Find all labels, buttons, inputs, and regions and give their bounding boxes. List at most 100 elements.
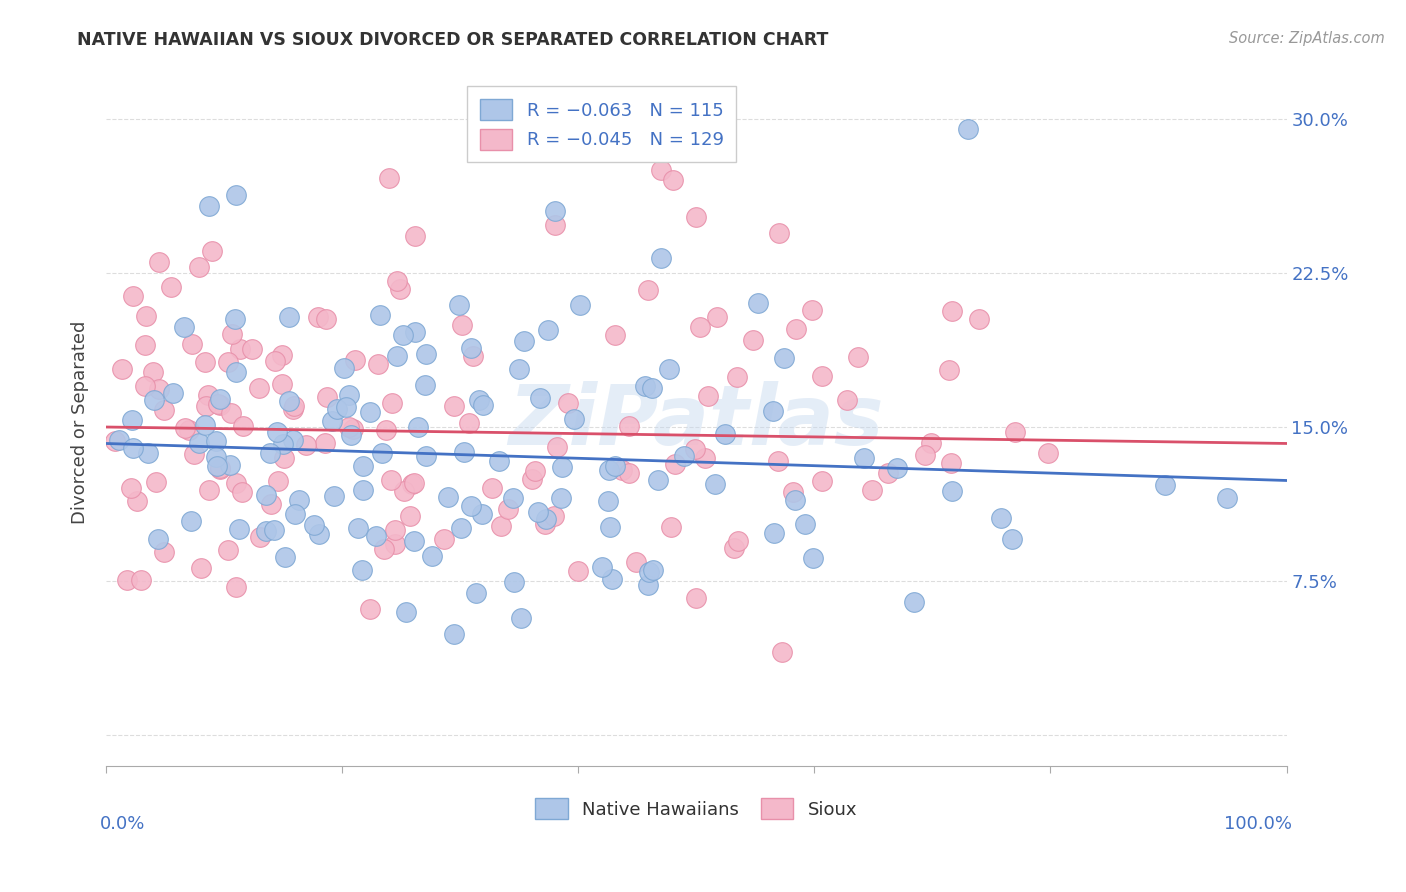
Native Hawaiians <box>637 565 659 579</box>
Native Hawaiians <box>641 381 664 395</box>
Native Hawaiians <box>321 413 343 427</box>
Native Hawaiians <box>224 312 246 326</box>
Sioux <box>877 466 900 480</box>
Native Hawaiians <box>603 459 626 474</box>
Native Hawaiians <box>352 483 374 497</box>
Native Hawaiians <box>225 187 247 202</box>
Sioux <box>619 419 641 434</box>
Native Hawaiians <box>352 563 374 577</box>
Native Hawaiians <box>634 378 657 392</box>
Sioux <box>190 561 212 575</box>
Native Hawaiians <box>1000 533 1022 547</box>
Sioux <box>450 318 472 333</box>
Native Hawaiians <box>415 346 437 360</box>
Native Hawaiians <box>205 434 228 449</box>
Sioux <box>520 472 543 486</box>
Native Hawaiians <box>387 349 409 363</box>
Native Hawaiians <box>956 121 979 136</box>
Native Hawaiians <box>941 483 963 498</box>
Native Hawaiians <box>284 508 307 522</box>
Sioux <box>122 289 145 303</box>
Native Hawaiians <box>1216 491 1239 505</box>
Native Hawaiians <box>658 362 681 376</box>
Native Hawaiians <box>465 585 488 599</box>
Sioux <box>307 310 329 325</box>
Native Hawaiians <box>271 436 294 450</box>
Sioux <box>115 574 138 588</box>
Sioux <box>914 448 936 462</box>
Sioux <box>173 421 195 435</box>
Y-axis label: Divorced or Separated: Divorced or Separated <box>72 320 89 524</box>
Sioux <box>770 645 793 659</box>
Native Hawaiians <box>406 420 429 434</box>
Text: 100.0%: 100.0% <box>1225 814 1292 832</box>
Sioux <box>689 320 711 334</box>
Sioux <box>153 545 176 559</box>
Native Hawaiians <box>394 605 416 619</box>
Sioux <box>938 363 960 377</box>
Sioux <box>111 362 134 376</box>
Sioux <box>263 353 285 368</box>
Sioux <box>120 481 142 495</box>
Sioux <box>693 451 716 466</box>
Sioux <box>160 279 183 293</box>
Sioux <box>835 392 858 407</box>
Sioux <box>315 312 337 326</box>
Native Hawaiians <box>364 529 387 543</box>
Native Hawaiians <box>529 391 551 405</box>
Sioux <box>685 211 707 225</box>
Sioux <box>543 508 565 523</box>
Sioux <box>375 423 398 437</box>
Native Hawaiians <box>591 560 613 574</box>
Native Hawaiians <box>208 392 231 406</box>
Sioux <box>463 349 485 363</box>
Sioux <box>381 396 404 410</box>
Native Hawaiians <box>225 365 247 379</box>
Sioux <box>177 423 200 437</box>
Text: 0.0%: 0.0% <box>100 814 145 832</box>
Native Hawaiians <box>569 298 592 312</box>
Sioux <box>766 454 789 468</box>
Native Hawaiians <box>254 524 277 539</box>
Sioux <box>295 438 318 452</box>
Sioux <box>142 364 165 378</box>
Native Hawaiians <box>1153 478 1175 492</box>
Text: Source: ZipAtlas.com: Source: ZipAtlas.com <box>1229 31 1385 46</box>
Native Hawaiians <box>543 204 565 219</box>
Sioux <box>270 376 292 391</box>
Native Hawaiians <box>471 508 494 522</box>
Sioux <box>443 399 465 413</box>
Sioux <box>145 475 167 490</box>
Sioux <box>524 464 547 478</box>
Native Hawaiians <box>278 310 301 325</box>
Sioux <box>207 397 229 411</box>
Sioux <box>496 502 519 516</box>
Sioux <box>194 355 217 369</box>
Native Hawaiians <box>205 458 228 473</box>
Native Hawaiians <box>415 449 437 463</box>
Native Hawaiians <box>436 491 458 505</box>
Native Hawaiians <box>368 308 391 322</box>
Native Hawaiians <box>180 514 202 528</box>
Native Hawaiians <box>747 296 769 310</box>
Native Hawaiians <box>194 418 217 433</box>
Native Hawaiians <box>187 435 209 450</box>
Native Hawaiians <box>647 473 669 487</box>
Sioux <box>727 533 749 548</box>
Sioux <box>194 399 217 413</box>
Sioux <box>650 163 672 178</box>
Native Hawaiians <box>281 434 304 448</box>
Sioux <box>1004 425 1026 440</box>
Native Hawaiians <box>371 446 394 460</box>
Sioux <box>148 382 170 396</box>
Sioux <box>481 481 503 495</box>
Sioux <box>377 171 399 186</box>
Sioux <box>343 352 366 367</box>
Native Hawaiians <box>534 512 557 526</box>
Sioux <box>181 337 204 351</box>
Native Hawaiians <box>513 334 536 348</box>
Native Hawaiians <box>108 433 131 447</box>
Text: NATIVE HAWAIIAN VS SIOUX DIVORCED OR SEPARATED CORRELATION CHART: NATIVE HAWAIIAN VS SIOUX DIVORCED OR SEP… <box>77 31 828 49</box>
Sioux <box>209 398 232 412</box>
Sioux <box>811 474 834 488</box>
